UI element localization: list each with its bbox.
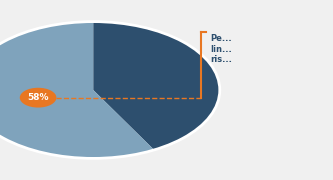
Text: Pe...
lin...
ris...: Pe... lin... ris...: [210, 34, 232, 64]
Text: 58%: 58%: [27, 93, 49, 102]
Wedge shape: [93, 22, 220, 150]
Circle shape: [20, 88, 56, 108]
Wedge shape: [0, 22, 154, 158]
